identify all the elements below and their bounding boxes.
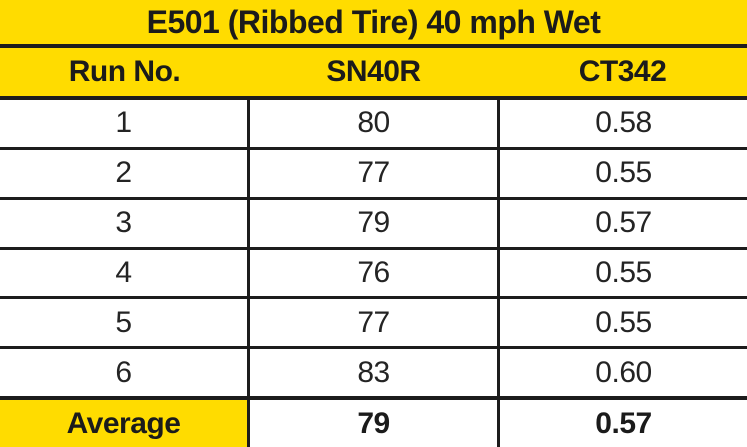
ct342-value-cell: 0.55	[497, 149, 747, 197]
table-title-row: E501 (Ribbed Tire) 40 mph Wet	[0, 0, 747, 48]
table-title: E501 (Ribbed Tire) 40 mph Wet	[146, 3, 601, 40]
average-sn40r-cell: 79	[247, 400, 497, 447]
run-number-cell: 5	[115, 305, 132, 339]
ct342-value-cell: 0.55	[497, 299, 747, 347]
average-label-cell: Average	[0, 400, 247, 447]
table-header-row: Run No. SN40R CT342	[0, 48, 747, 100]
column-header-ct342: CT342	[578, 55, 667, 88]
sn40r-value-cell: 79	[247, 199, 497, 247]
table-row: 2 77 0.55	[0, 146, 747, 197]
run-number-cell: 1	[115, 106, 132, 140]
sn40r-value-cell: 80	[247, 100, 497, 147]
table-row: 4 76 0.55	[0, 246, 747, 297]
sn40r-value-cell: 76	[247, 249, 497, 297]
column-header-run-no: Run No.	[68, 55, 181, 88]
run-number-cell: 6	[115, 355, 132, 389]
column-header-sn40r: SN40R	[326, 55, 421, 88]
run-number-cell: 4	[115, 256, 132, 289]
table-row: 5 77 0.55	[0, 296, 747, 347]
table-body: 1 80 0.58 2 77 0.55 3 79 0.57 4 76 0.55 …	[0, 100, 747, 447]
table-row: 6 83 0.60	[0, 346, 747, 397]
ct342-value-cell: 0.57	[497, 199, 747, 247]
table-footer-row: Average 79 0.57	[0, 396, 747, 447]
average-ct342-cell: 0.57	[497, 400, 747, 447]
sn40r-value-cell: 77	[247, 149, 497, 197]
ct342-value-cell: 0.55	[497, 249, 747, 297]
table-row: 1 80 0.58	[0, 100, 747, 147]
run-number-cell: 2	[115, 156, 132, 190]
table-row: 3 79 0.57	[0, 196, 747, 247]
sn40r-value-cell: 83	[247, 349, 497, 397]
sn40r-value-cell: 77	[247, 299, 497, 347]
run-number-cell: 3	[115, 206, 132, 240]
ct342-value-cell: 0.60	[497, 349, 747, 397]
ct342-value-cell: 0.58	[497, 100, 747, 147]
